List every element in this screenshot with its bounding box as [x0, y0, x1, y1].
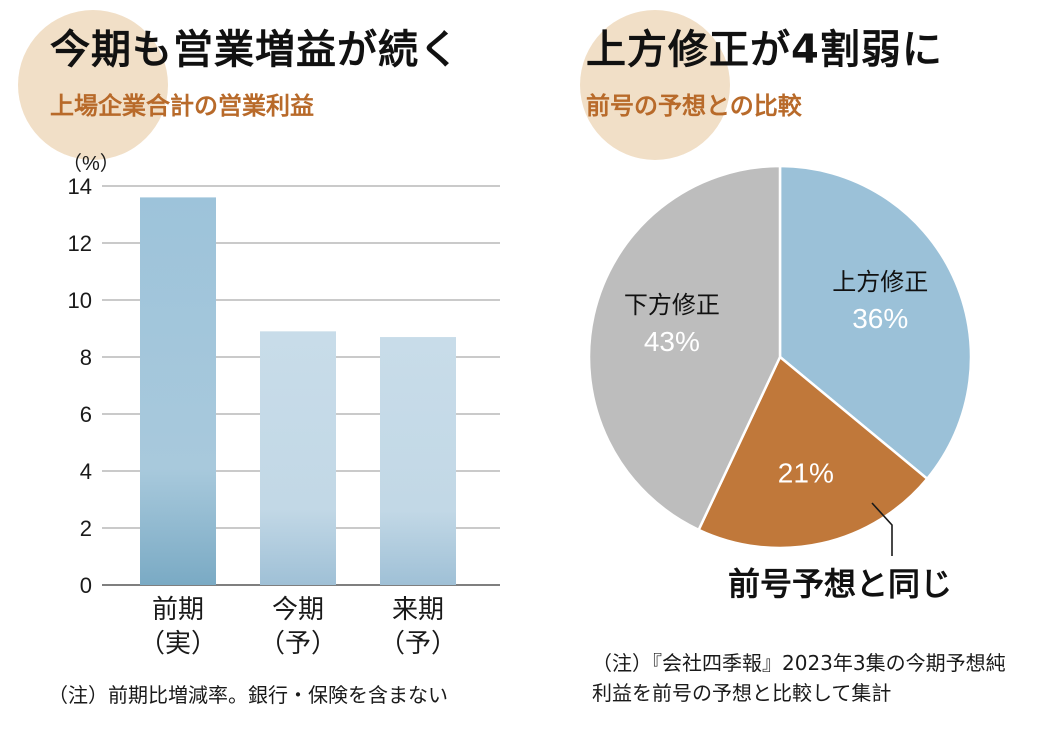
- pie-slice-label: 下方修正: [624, 292, 720, 319]
- x-category-sublabel: （予）: [379, 628, 457, 658]
- bar-chart: （%） 0 2 4 6 8 10 12 14 前期 （実） 今期 （予） 来期 （予）: [62, 152, 500, 658]
- right-chart-title: 上方修正が4割弱に: [586, 27, 943, 73]
- pie-slice: [697, 355, 929, 550]
- pie-slice: [778, 164, 973, 481]
- bar: [380, 337, 456, 585]
- x-category-label: 今期: [272, 594, 324, 624]
- pie-slice-label: 上方修正: [832, 269, 928, 296]
- callout-leader-line: [871, 502, 893, 556]
- y-tick-label: 10: [68, 288, 92, 313]
- left-chart-title: 今期も営業増益が続く: [50, 27, 460, 73]
- left-chart-note: （注）前期比増減率。銀行・保険を含まない: [48, 683, 448, 707]
- y-tick-label: 8: [80, 345, 92, 370]
- x-category-sublabel: （実）: [139, 628, 217, 658]
- y-tick-label: 4: [80, 459, 92, 484]
- y-tick-label: 0: [80, 573, 92, 598]
- y-tick-label: 14: [68, 174, 92, 199]
- pie-chart: 上方修正 36% 21% 下方修正 43% 前号予想と同じ: [587, 164, 973, 602]
- pie-slice-value: 21%: [778, 458, 834, 489]
- bar: [260, 331, 336, 585]
- y-tick-label: 6: [80, 402, 92, 427]
- y-tick-label: 2: [80, 516, 92, 541]
- pie-slice-value: 36%: [852, 303, 908, 334]
- x-category-label: 前期: [152, 594, 204, 624]
- title-decor-circle: [18, 10, 168, 160]
- y-tick-label: 12: [68, 231, 92, 256]
- pie-callout-label: 前号予想と同じ: [728, 566, 952, 602]
- right-chart-note: （注）『会社四季報』2023年3集の今期予想純利益を前号の予想と比較して集計: [592, 651, 1006, 705]
- pie-slice: [587, 164, 782, 532]
- pie-slice-value: 43%: [644, 326, 700, 357]
- left-panel: 今期も営業増益が続く 上場企業合計の営業利益 （%） 0 2 4 6 8 10 12 14 前期（…: [18, 10, 500, 707]
- x-category-sublabel: （予）: [259, 628, 337, 658]
- y-axis-unit-label: （%）: [62, 152, 120, 175]
- bar: [140, 197, 216, 585]
- x-category-label: 来期: [392, 594, 444, 624]
- title-decor-circle: [580, 10, 730, 160]
- right-panel: 上方修正が4割弱に 前号の予想との比較 上方修正 36% 21% 下方修正 43% 前号…: [520, 0, 1040, 747]
- left-chart-subtitle: 上場企業合計の営業利益: [50, 92, 314, 120]
- right-chart-subtitle: 前号の予想との比較: [586, 92, 802, 120]
